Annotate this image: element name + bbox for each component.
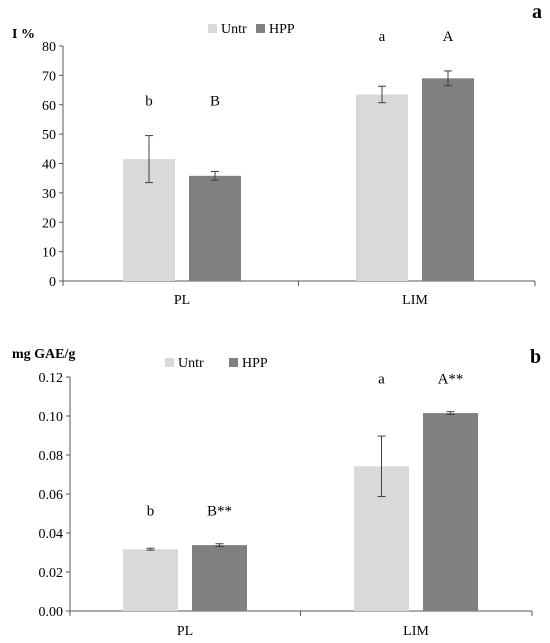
significance-letter: b bbox=[145, 94, 153, 110]
y-tick-label: 0.06 bbox=[39, 488, 64, 503]
legend-swatch-hpp bbox=[229, 358, 238, 367]
y-tick-label: 0.12 bbox=[39, 371, 64, 386]
y-tick-label: 10 bbox=[42, 246, 56, 261]
y-tick-label: 0.04 bbox=[39, 527, 64, 542]
bar-untr-pl bbox=[123, 549, 178, 611]
bar-hpp-lim bbox=[423, 413, 478, 611]
significance-letter: B bbox=[210, 94, 220, 110]
chart-panel-a: I % a 0 10 20 30 40 50 60 70 80 PL LIM b a B A Untr HPP bbox=[12, 1, 542, 308]
y-tick-label: 20 bbox=[42, 216, 56, 231]
y-axis-label: I % bbox=[12, 27, 35, 42]
y-tick-label: 0.10 bbox=[39, 410, 64, 425]
y-tick-label: 30 bbox=[42, 187, 56, 202]
y-tick-label: 60 bbox=[42, 99, 56, 114]
panel-label: b bbox=[530, 346, 541, 368]
y-tick-label: 0 bbox=[49, 275, 56, 290]
y-axis-label: mg GAE/g bbox=[12, 347, 75, 362]
y-tick-label: 0.08 bbox=[39, 449, 64, 464]
legend-swatch-untr bbox=[165, 358, 174, 367]
significance-letter: b bbox=[147, 504, 155, 520]
x-category-label: PL bbox=[174, 293, 190, 308]
y-tick-label: 0.02 bbox=[39, 566, 64, 581]
legend-swatch-hpp bbox=[256, 24, 265, 33]
y-tick-label: 0.00 bbox=[39, 605, 64, 620]
panel-label: a bbox=[532, 1, 542, 23]
y-tick-label: 50 bbox=[42, 128, 56, 143]
legend-label-hpp: HPP bbox=[269, 22, 295, 37]
y-tick-label: 40 bbox=[42, 158, 56, 173]
legend-label-hpp: HPP bbox=[242, 356, 268, 371]
legend-swatch-untr bbox=[208, 24, 217, 33]
y-tick-label: 80 bbox=[42, 40, 56, 55]
bar-untr-lim bbox=[356, 94, 408, 281]
significance-letter: A** bbox=[438, 372, 464, 388]
significance-letter: a bbox=[378, 372, 385, 388]
bar-hpp-pl bbox=[189, 175, 241, 281]
bar-hpp-pl bbox=[192, 545, 247, 611]
x-category-label: LIM bbox=[402, 293, 428, 308]
chart-panel-b: mg GAE/g b 0.00 0.02 0.04 0.06 0.08 0.10 0.12 PL L… bbox=[12, 346, 541, 639]
x-category-label: LIM bbox=[403, 624, 429, 639]
legend-label-untr: Untr bbox=[178, 356, 204, 371]
legend-label-untr: Untr bbox=[221, 22, 247, 37]
significance-letter: B** bbox=[207, 504, 232, 520]
significance-letter: A bbox=[443, 29, 454, 45]
bar-hpp-lim bbox=[422, 78, 474, 281]
y-tick-label: 70 bbox=[42, 69, 56, 84]
x-category-label: PL bbox=[177, 624, 193, 639]
significance-letter: a bbox=[379, 29, 386, 45]
